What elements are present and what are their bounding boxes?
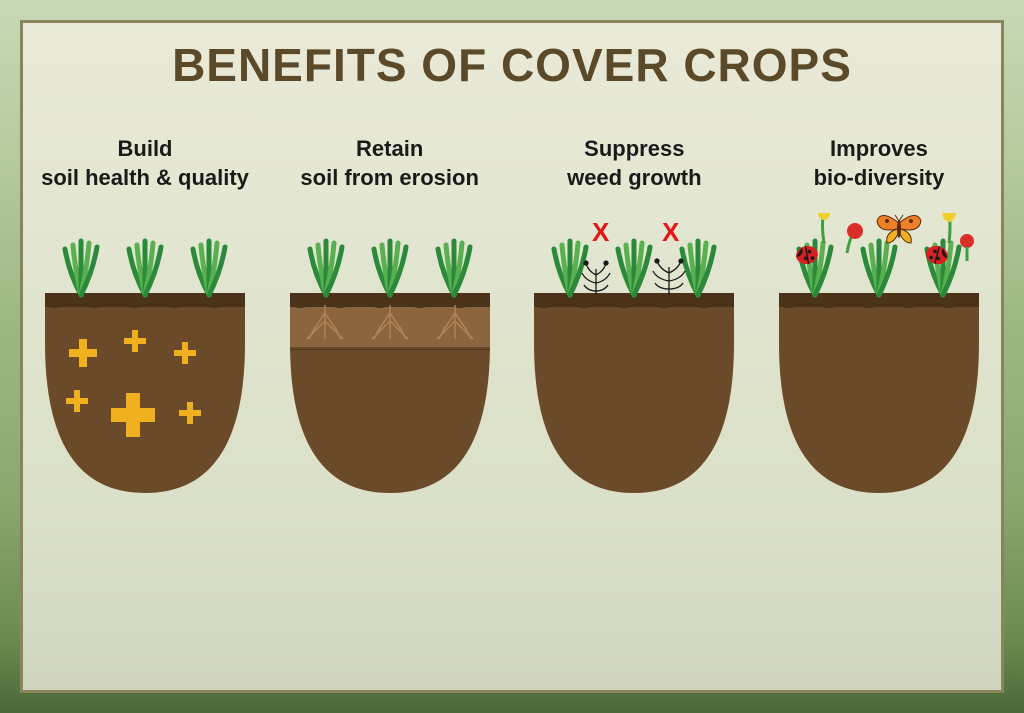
main-title: BENEFITS OF COVER CROPS xyxy=(0,38,1024,92)
bowl-illustration xyxy=(280,213,500,513)
panel-erosion: Retain soil from erosion xyxy=(280,135,500,513)
panel-label: Suppress weed growth xyxy=(567,135,701,213)
panel-weed: Suppress weed growth xyxy=(524,135,744,513)
panel-soil-health: Build soil health & quality xyxy=(35,135,255,513)
x-mark-icon: X xyxy=(592,217,610,247)
grass-icon xyxy=(65,241,225,295)
bowl-illustration: X X xyxy=(524,213,744,513)
panel-label: Build soil health & quality xyxy=(41,135,249,213)
butterfly-icon xyxy=(877,215,921,243)
panel-row: Build soil health & quality xyxy=(35,135,989,513)
x-mark-icon: X xyxy=(662,217,680,247)
bowl-illustration xyxy=(35,213,255,513)
panel-label: Improves bio-diversity xyxy=(814,135,945,213)
panel-biodiversity: Improves bio-diversity xyxy=(769,135,989,513)
bowl-illustration xyxy=(769,213,989,513)
panel-label: Retain soil from erosion xyxy=(300,135,478,213)
